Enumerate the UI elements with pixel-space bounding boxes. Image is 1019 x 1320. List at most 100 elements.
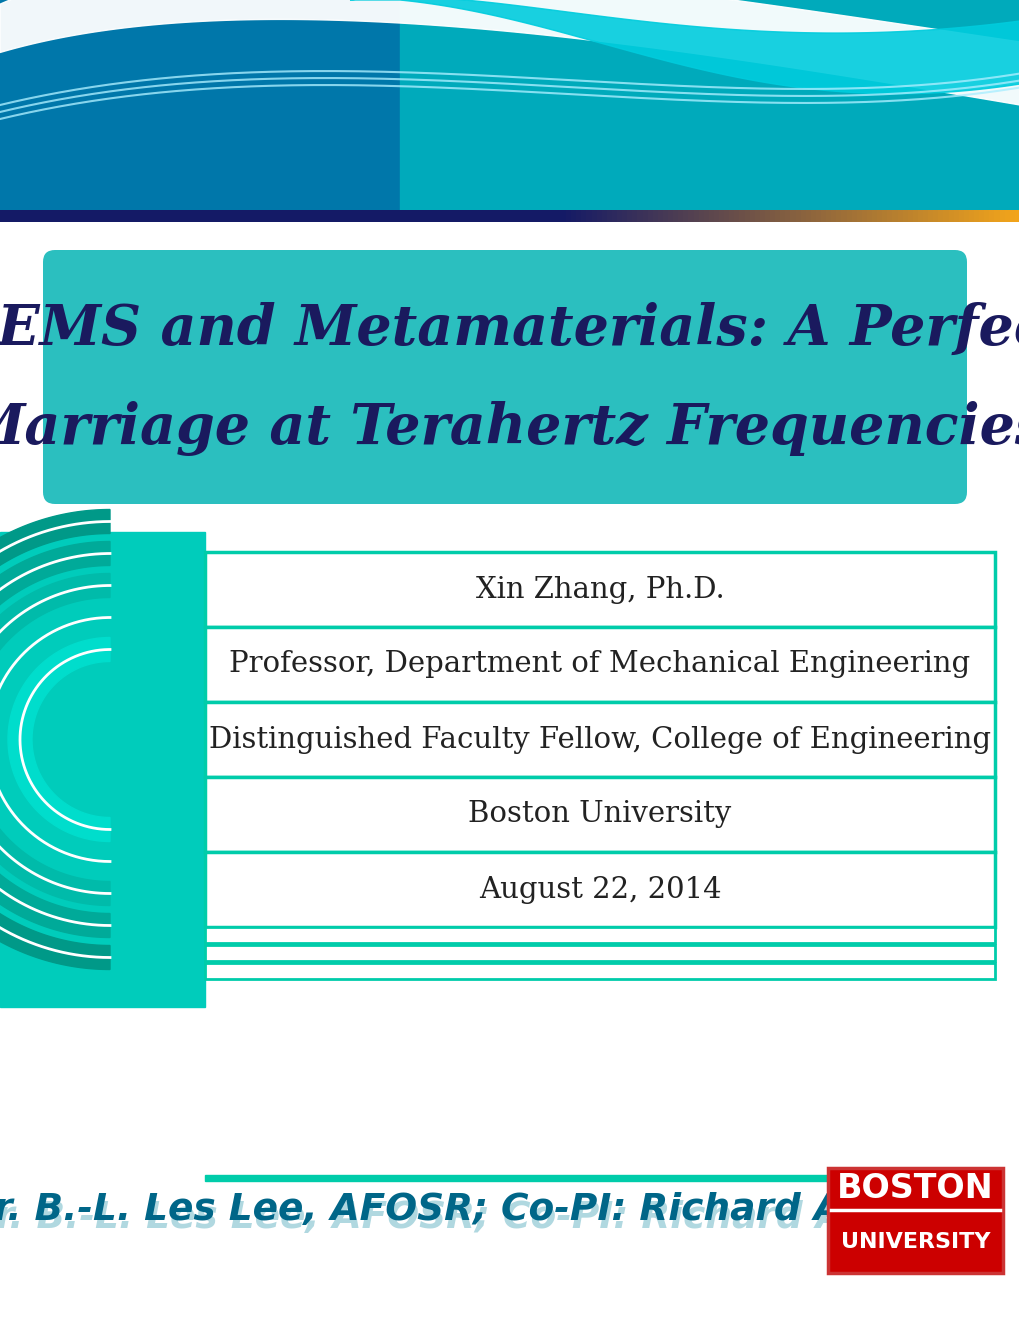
Bar [290, 210, 296, 222]
Bar [112, 210, 117, 222]
Bar [830, 210, 836, 222]
Bar [841, 210, 846, 222]
Bar [296, 210, 301, 222]
Bar [377, 210, 382, 222]
Bar [678, 210, 683, 222]
Bar [994, 210, 999, 222]
Bar [214, 210, 219, 222]
Bar [627, 210, 632, 222]
Bar [586, 210, 591, 222]
Bar [790, 210, 795, 222]
Bar [693, 210, 698, 222]
Bar [973, 210, 978, 222]
Polygon shape [0, 532, 205, 1007]
Bar [601, 210, 606, 222]
Bar [744, 210, 749, 222]
Bar [673, 210, 678, 222]
Bar [611, 210, 616, 222]
Bar [550, 210, 555, 222]
Bar [205, 945, 994, 961]
Bar [759, 210, 764, 222]
Bar [474, 210, 479, 222]
Polygon shape [0, 606, 110, 874]
Bar [189, 210, 194, 222]
Polygon shape [0, 510, 110, 969]
Bar [800, 210, 805, 222]
Bar [306, 210, 311, 222]
Bar [143, 210, 148, 222]
Bar [408, 210, 413, 222]
Bar [107, 210, 112, 222]
Bar [234, 210, 239, 222]
Bar [316, 210, 321, 222]
Text: BOSTON: BOSTON [837, 1172, 993, 1205]
Bar [988, 210, 994, 222]
Bar [15, 210, 20, 222]
Text: Dr. B.-L. Les Lee, AFOSR; Co-PI: Richard Averitt: Dr. B.-L. Les Lee, AFOSR; Co-PI: Richard… [0, 1192, 957, 1228]
Bar [525, 210, 530, 222]
Bar [341, 210, 346, 222]
Bar [205, 851, 994, 927]
Bar [229, 210, 234, 222]
Bar [209, 210, 214, 222]
Bar [887, 210, 892, 222]
Bar [331, 210, 336, 222]
Bar [168, 210, 173, 222]
Bar [173, 210, 178, 222]
Bar [260, 210, 265, 222]
Bar [504, 210, 510, 222]
Bar [642, 210, 647, 222]
Bar [36, 210, 41, 222]
Text: UNIVERSITY: UNIVERSITY [840, 1232, 989, 1251]
Polygon shape [8, 638, 110, 842]
Bar [153, 210, 158, 222]
Bar [785, 210, 790, 222]
Polygon shape [0, 573, 110, 906]
Bar [270, 210, 275, 222]
Bar [637, 210, 642, 222]
Bar [443, 210, 448, 222]
Bar [10, 210, 15, 222]
Bar [469, 210, 474, 222]
Bar [866, 210, 871, 222]
Bar [148, 210, 153, 222]
Bar [897, 210, 902, 222]
Bar [729, 210, 734, 222]
Bar [387, 210, 392, 222]
Bar [102, 210, 107, 222]
Bar [749, 210, 754, 222]
Bar [545, 210, 550, 222]
Bar [205, 552, 994, 627]
Bar [540, 210, 545, 222]
Bar [428, 210, 433, 222]
Bar [698, 210, 703, 222]
Bar [871, 210, 876, 222]
Bar [224, 210, 229, 222]
Bar [71, 210, 76, 222]
Bar [132, 210, 138, 222]
Bar [912, 210, 917, 222]
Bar [662, 210, 667, 222]
Bar [5, 210, 10, 222]
Bar [66, 210, 71, 222]
Bar [265, 210, 270, 222]
Bar [448, 210, 453, 222]
Bar [571, 210, 576, 222]
Bar [239, 210, 245, 222]
Bar [683, 210, 688, 222]
Bar [836, 210, 841, 222]
Bar [31, 210, 36, 222]
Bar [464, 210, 469, 222]
Bar [219, 210, 224, 222]
Bar [326, 210, 331, 222]
Bar [61, 210, 66, 222]
Bar [795, 210, 800, 222]
Bar [510, 210, 515, 222]
Bar [881, 210, 887, 222]
Bar [382, 210, 387, 222]
Bar [805, 210, 810, 222]
Bar [953, 210, 958, 222]
Bar [413, 210, 418, 222]
Bar [205, 964, 994, 979]
Bar [902, 210, 907, 222]
